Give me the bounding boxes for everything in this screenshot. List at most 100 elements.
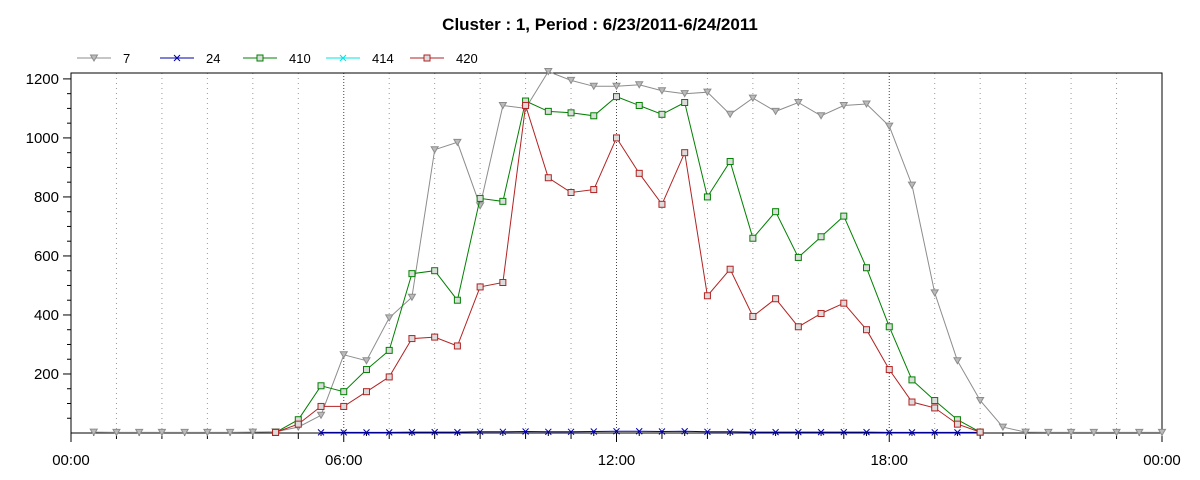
data-point-7 [657,87,667,95]
data-point-7 [453,138,462,147]
data-point-410 [863,264,871,272]
data-point-410 [635,101,643,109]
grid [115,73,1118,433]
data-point-24 [613,427,620,435]
data-point-420 [522,101,530,109]
data-point-410 [658,110,666,118]
data-point-410 [499,197,507,205]
legend-label: 7 [123,51,130,66]
data-point-7 [1021,428,1031,437]
data-point-24 [726,428,734,436]
legend-marker [339,54,347,62]
data-point-420 [772,295,780,303]
data-point-410 [703,193,711,201]
data-point-7 [884,122,894,131]
data-point-7 [248,428,258,437]
data-point-420 [431,333,439,341]
data-point-24 [794,428,802,436]
x-tick-label: 18:00 [870,452,908,469]
data-point-420 [817,309,825,317]
legend-marker [173,54,181,62]
data-point-420 [863,326,871,334]
data-point-7 [1043,428,1053,437]
data-point-410 [817,233,825,241]
data-point-410 [931,397,939,405]
data-point-7 [203,428,212,437]
data-point-410 [772,208,780,216]
data-point-420 [453,342,461,350]
data-point-7 [953,357,962,365]
data-point-410 [885,323,893,331]
axes: 00:00 06:00 12:00 18:00 00:00 200 400 600 800 100… [26,71,1181,469]
data-point-24 [635,427,643,435]
data-point-410 [317,382,325,390]
data-point-420 [385,373,393,381]
data-point-420 [272,428,280,436]
data-point-24 [749,428,757,436]
data-point-420 [658,200,666,208]
data-point-7 [1112,428,1121,437]
data-point-24 [431,428,439,436]
data-point-7 [816,112,826,120]
data-point-420 [544,174,552,182]
data-point-24 [681,427,689,435]
y-tick-label: 400 [34,307,59,324]
data-point-420 [681,149,689,157]
data-point-7 [907,181,917,190]
data-point-24 [817,428,825,436]
data-point-420 [931,404,939,412]
data-point-420 [840,299,848,307]
data-point-7 [725,110,735,119]
data-point-410 [453,296,461,304]
data-point-410 [590,112,598,120]
data-point-410 [726,158,734,166]
data-point-7 [680,90,690,98]
data-point-7 [975,397,985,405]
data-point-24 [908,429,916,436]
data-point-420 [794,323,802,331]
data-point-420 [635,169,643,177]
y-tick-label: 1200 [26,71,59,88]
data-point-410 [613,93,620,101]
data-point-7 [362,357,371,365]
data-point-7 [316,411,326,420]
data-point-24 [544,428,552,436]
legend-item-7: 7 [77,51,130,66]
data-point-7 [862,100,871,108]
legend-label: 410 [289,51,311,66]
y-tick-label: 800 [34,189,59,206]
x-tick-label: 00:00 [1143,452,1181,469]
data-point-24 [317,429,325,436]
series-7 [89,68,1167,437]
data-point-7 [612,82,621,91]
data-point-410 [567,109,575,117]
data-point-420 [703,292,711,300]
data-point-24 [772,428,779,436]
data-point-420 [953,420,961,428]
data-point-7 [157,428,167,437]
y-tick-label: 200 [34,366,59,383]
data-point-7 [430,146,440,154]
data-point-24 [454,428,461,436]
data-point-7 [112,428,121,437]
data-point-7 [748,94,758,103]
data-point-410 [408,270,416,278]
legend-label: 414 [372,51,394,66]
data-point-7 [703,88,712,97]
legend-item-414: 414 [326,51,394,66]
data-point-7 [407,293,417,302]
data-point-24 [363,429,370,436]
legend-marker [89,54,99,62]
data-point-420 [476,283,484,291]
data-point-7 [134,428,144,437]
data-point-24 [954,429,961,436]
data-point-410 [840,212,848,220]
series-24 [317,427,984,436]
data-point-7 [1157,428,1167,437]
data-point-410 [681,99,689,107]
data-point-7 [793,99,803,107]
data-point-7 [998,423,1008,432]
data-point-7 [384,314,394,322]
data-point-24 [704,428,711,436]
